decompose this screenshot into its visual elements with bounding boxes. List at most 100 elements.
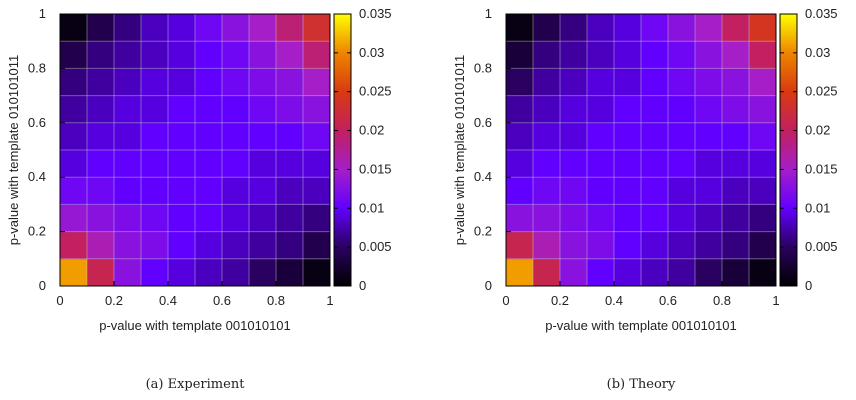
- heatmap-cell: [141, 258, 169, 287]
- heatmap-cell: [114, 150, 142, 178]
- heatmap-cell: [168, 204, 196, 233]
- heatmap-cell: [533, 258, 561, 287]
- heatmap-cell: [614, 68, 642, 97]
- heatmap-cell: [87, 122, 115, 151]
- heatmap-cell: [587, 14, 615, 42]
- heatmap-cell: [249, 68, 277, 97]
- heatmap-cell: [249, 14, 277, 42]
- heatmap-cell: [303, 258, 331, 287]
- y-axis-label: p-value with template 010101011: [452, 55, 467, 246]
- heatmap-cell: [276, 122, 304, 151]
- heatmap-cell: [141, 68, 169, 97]
- heatmap-cell: [587, 68, 615, 97]
- heatmap-cell: [87, 95, 115, 124]
- heatmap-cell: [195, 258, 223, 287]
- y-tick-label: 1: [485, 6, 492, 21]
- heatmap-cell: [668, 150, 696, 178]
- heatmap-cell: [87, 177, 115, 205]
- heatmap-cell: [641, 231, 669, 260]
- plot-frame: [505, 13, 777, 287]
- heatmap-cell: [722, 150, 750, 178]
- heatmap-cell: [668, 231, 696, 260]
- y-tick-label: 0.2: [28, 224, 46, 239]
- colorbar-tick-label: 0.015: [805, 161, 838, 176]
- heatmap-cell: [533, 14, 561, 42]
- heatmap-cell: [168, 14, 196, 42]
- heatmap-cell: [560, 177, 588, 205]
- colorbar-tick-label: 0.025: [359, 84, 392, 99]
- heatmap-cell: [303, 41, 331, 69]
- heatmap-cell: [276, 204, 304, 233]
- heatmap-cell: [168, 231, 196, 260]
- y-tick-label: 0.8: [28, 60, 46, 75]
- colorbar-tick-label: 0.025: [805, 84, 838, 99]
- heatmap-cell: [722, 204, 750, 233]
- heatmap-cell: [533, 177, 561, 205]
- heatmap-cell: [668, 258, 696, 287]
- heatmap-cell: [303, 204, 331, 233]
- heatmap-cell: [87, 68, 115, 97]
- heatmap-cell: [587, 122, 615, 151]
- heatmap-cell: [695, 122, 723, 151]
- heatmap-cell: [222, 68, 250, 97]
- heatmap-cell: [614, 177, 642, 205]
- heatmap-cell: [303, 177, 331, 205]
- heatmap-cell: [533, 95, 561, 124]
- heatmap-cell: [87, 14, 115, 42]
- x-axis-label: p-value with template 001010101: [545, 318, 737, 333]
- heatmap-cell: [668, 122, 696, 151]
- heatmap-cell: [587, 204, 615, 233]
- y-tick-label: 0.4: [474, 169, 492, 184]
- heatmap-cell: [641, 150, 669, 178]
- heatmap-cell: [695, 150, 723, 178]
- heatmap-cell: [560, 95, 588, 124]
- heatmap-cell: [141, 150, 169, 178]
- heatmap-cell: [506, 231, 534, 260]
- heatmap-cell: [114, 204, 142, 233]
- y-tick-label: 0: [485, 278, 492, 293]
- x-tick-label: 0.6: [213, 293, 231, 308]
- heatmap-cell: [303, 231, 331, 260]
- heatmap-cell: [222, 258, 250, 287]
- heatmap-cell: [722, 258, 750, 287]
- y-axis-label: p-value with template 010101011: [6, 55, 21, 246]
- heatmap-cell: [614, 41, 642, 69]
- y-tick-label: 0.6: [474, 115, 492, 130]
- x-tick-label: 1: [326, 293, 333, 308]
- heatmap-cell: [195, 150, 223, 178]
- heatmap-cell: [749, 14, 777, 42]
- heatmap-cell: [249, 95, 277, 124]
- heatmap-cell: [141, 41, 169, 69]
- heatmap-cell: [506, 258, 534, 287]
- heatmap-cell: [60, 41, 88, 69]
- heatmap-cell: [587, 41, 615, 69]
- heatmap-cell: [276, 231, 304, 260]
- heatmap-cell: [249, 41, 277, 69]
- heatmap-cell: [614, 122, 642, 151]
- heatmap-cell: [560, 41, 588, 69]
- heatmap-cell: [222, 204, 250, 233]
- heatmap-cell: [506, 204, 534, 233]
- x-tick-label: 0.8: [267, 293, 285, 308]
- heatmap-cell: [276, 150, 304, 178]
- heatmap-cell: [506, 95, 534, 124]
- heatmap-cell: [60, 204, 88, 233]
- heatmap-cell: [722, 231, 750, 260]
- heatmap-cell: [114, 122, 142, 151]
- heatmap-cell: [560, 258, 588, 287]
- heatmap-cell: [114, 231, 142, 260]
- heatmap-cell: [249, 204, 277, 233]
- heatmap-cell: [533, 231, 561, 260]
- colorbar-tick-label: 0: [805, 278, 812, 293]
- heatmap-cell: [141, 122, 169, 151]
- colorbar-tick-label: 0.035: [359, 6, 392, 21]
- heatmap-cell: [195, 231, 223, 260]
- y-tick-label: 0.6: [28, 115, 46, 130]
- heatmap-cell: [303, 95, 331, 124]
- x-tick-label: 0.8: [713, 293, 731, 308]
- heatmap-cell: [303, 150, 331, 178]
- heatmap-cell: [695, 95, 723, 124]
- colorbar-tick-label: 0.01: [805, 200, 830, 215]
- heatmap-cell: [60, 231, 88, 260]
